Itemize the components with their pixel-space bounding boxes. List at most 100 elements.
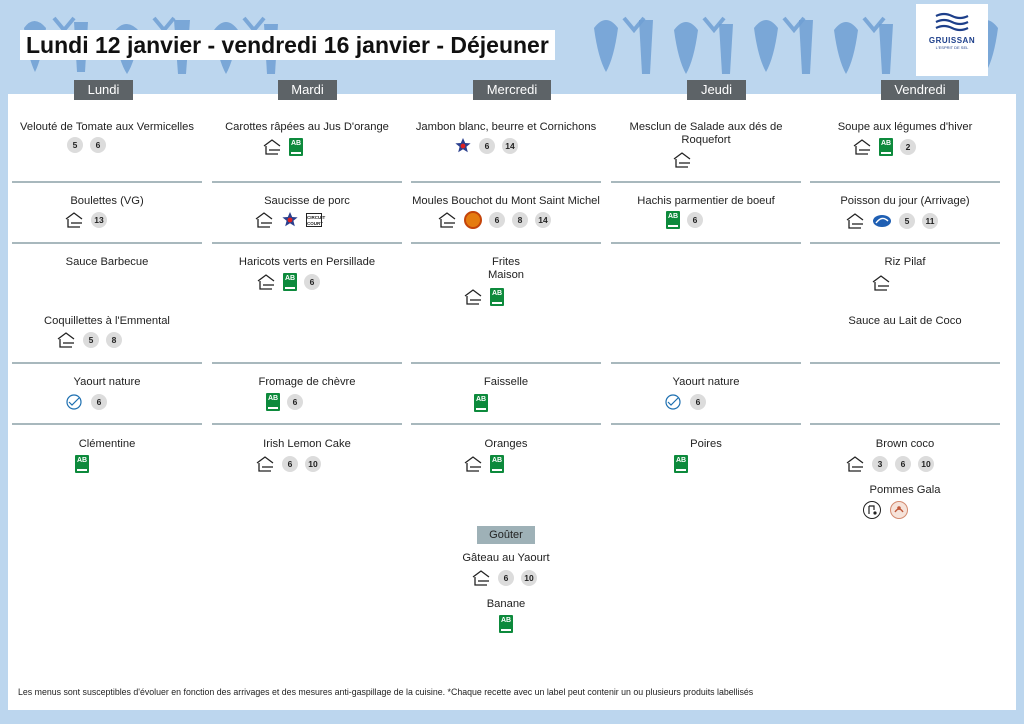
organic-ab-icon: AB (283, 273, 297, 291)
divider (611, 242, 801, 244)
dish-jeudi-plat: Hachis parmentier de boeuf (637, 195, 775, 207)
eco-farming-icon (890, 501, 908, 519)
allergen-badge: 8 (512, 212, 528, 228)
organic-ab-icon: AB (289, 138, 303, 156)
dish-lundi-accompagnement: Coquillettes à l'Emmental (44, 315, 170, 327)
dish-icons: AB (463, 455, 504, 473)
allergen-badge: 5 (899, 213, 915, 229)
allergen-badge: 6 (690, 394, 706, 410)
dish-lundi-entree: Velouté de Tomate aux Vermicelles (20, 121, 194, 133)
dish-vendredi-plat: Poisson du jour (Arrivage) (840, 195, 970, 207)
organic-ab-icon: AB (266, 393, 280, 411)
dish-icons (871, 274, 891, 292)
divider (411, 242, 601, 244)
gouter-item: Gâteau au Yaourt (462, 552, 550, 564)
allergen-badge: 8 (106, 332, 122, 348)
homemade-icon (437, 211, 457, 229)
dish-vendredi-sauce: Sauce au Lait de Coco (848, 315, 962, 327)
divider (212, 181, 402, 183)
page-title: Lundi 12 janvier - vendredi 16 janvier -… (20, 30, 555, 60)
decorative-vegetable-pattern (24, 16, 998, 74)
divider (810, 242, 1000, 244)
homemade-icon (871, 274, 891, 292)
allergen-badge: 3 (872, 456, 888, 472)
quality-label-icon (66, 394, 82, 410)
dish-mardi-accompagnement: Haricots verts en Persillade (238, 256, 376, 268)
allergen-badge: 10 (918, 456, 934, 472)
homemade-icon (852, 138, 872, 156)
divider (12, 362, 202, 364)
day-label-mardi: Mardi (278, 80, 337, 100)
dish-mercredi-laitage: Faisselle (483, 376, 529, 388)
allergen-badge: 6 (304, 274, 320, 290)
dish-jeudi-laitage: Yaourt nature (672, 376, 740, 388)
dish-mardi-laitage: Fromage de chèvre (258, 376, 356, 388)
divider (411, 181, 601, 183)
allergen-badge: 6 (479, 138, 495, 154)
dish-icons: AB 6 (256, 273, 320, 291)
dish-vendredi-accompagnement: Riz Pilaf (884, 256, 926, 268)
divider (810, 362, 1000, 364)
organic-ab-icon: AB (490, 288, 504, 306)
homemade-icon (262, 138, 282, 156)
divider (611, 423, 801, 425)
allergen-badge: 6 (91, 394, 107, 410)
homemade-icon (255, 455, 275, 473)
day-label-jeudi: Jeudi (687, 80, 746, 100)
homemade-icon (471, 569, 491, 587)
dish-icons: AB 6 (666, 211, 703, 229)
homemade-icon (845, 212, 865, 230)
divider (212, 242, 402, 244)
dish-lundi-sauce: Sauce Barbecue (65, 256, 149, 268)
divider (411, 362, 601, 364)
quality-label-icon (665, 394, 681, 410)
homemade-icon (845, 455, 865, 473)
dish-icons: 6 (64, 393, 107, 411)
gruissan-logo: GRUISSAN L'ESPRIT DE SEL (916, 4, 988, 76)
allergen-badge: 13 (91, 212, 107, 228)
divider (611, 181, 801, 183)
gouter-item: Banane (486, 598, 526, 610)
dish-icons: AB (463, 288, 504, 306)
homemade-icon (254, 211, 274, 229)
organic-ab-icon: AB (490, 455, 504, 473)
organic-ab-icon: AB (879, 138, 893, 156)
msc-sustainable-fishing-icon (873, 215, 891, 227)
allergen-badge: 6 (90, 137, 106, 153)
allergen-badge: 6 (287, 394, 303, 410)
allergen-badge: 14 (535, 212, 551, 228)
divider (212, 362, 402, 364)
homemade-icon (256, 273, 276, 291)
homemade-icon (463, 455, 483, 473)
dish-jeudi-entree: Mesclun de Salade aux dés de Roquefort (611, 121, 801, 147)
dish-icons: 5 8 (56, 331, 122, 349)
dish-name-line: Maison (487, 269, 525, 281)
organic-ab-icon: AB (499, 615, 513, 633)
dish-icons: 13 (64, 211, 107, 229)
day-label-mercredi: Mercredi (473, 80, 551, 100)
dish-mercredi-accompagnement: Frites Maison (411, 256, 601, 282)
dish-icons: AB 6 (266, 393, 303, 411)
allergen-badge: 5 (67, 137, 83, 153)
dish-mardi-plat: Saucisse de porc (264, 195, 350, 207)
dish-icons (672, 151, 692, 169)
divider (411, 423, 601, 425)
homemade-icon (64, 211, 84, 229)
dish-lundi-laitage: Yaourt nature (73, 376, 141, 388)
footer-note: Les menus sont susceptibles d'évoluer en… (18, 687, 754, 697)
dish-icons: AB (474, 394, 488, 412)
dish-mercredi-plat: Moules Bouchot du Mont Saint Michel (412, 195, 600, 207)
dish-icons: 6 14 (454, 137, 518, 155)
dish-lundi-dessert: Clémentine (78, 438, 136, 450)
allergen-badge: 14 (502, 138, 518, 154)
dish-icons: 6 10 (471, 569, 537, 587)
dish-icons (862, 500, 909, 520)
local-producer-icon (863, 501, 881, 519)
allergen-badge: 10 (305, 456, 321, 472)
label-rouge-icon (455, 138, 471, 153)
divider (12, 242, 202, 244)
homemade-icon (463, 288, 483, 306)
dish-mardi-entree: Carottes râpées au Jus D'orange (225, 121, 389, 133)
dish-icons: 3 6 10 (845, 455, 934, 473)
dish-icons: 5 6 (67, 137, 106, 153)
